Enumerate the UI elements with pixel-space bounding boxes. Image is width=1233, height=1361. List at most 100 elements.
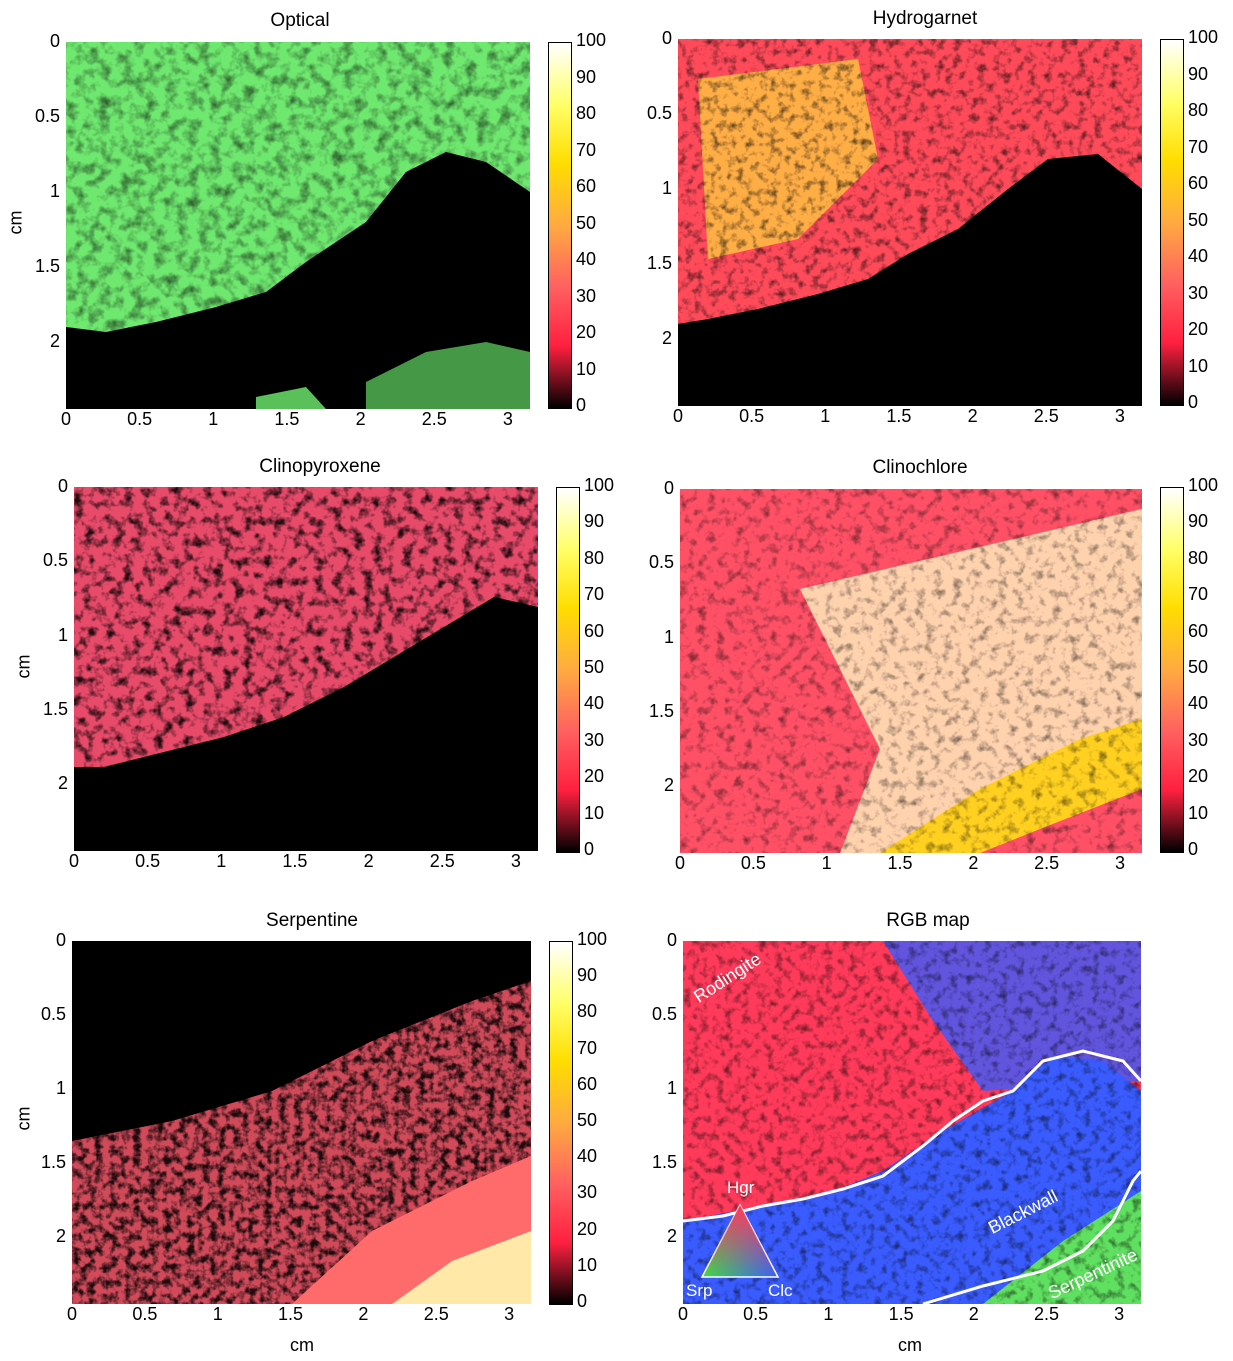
x-tick-label: 0: [677, 1304, 688, 1324]
x-tick-label: 2.5: [1033, 1304, 1059, 1324]
colorbar-tick-label: 50: [576, 212, 597, 233]
colorbar-tick-label: 30: [1188, 729, 1209, 750]
colorbar-tick-label: 20: [584, 766, 605, 787]
x-tick-label: 0: [60, 409, 71, 429]
x-tick-label: 3: [510, 851, 521, 871]
colorbar-tick-label: 70: [577, 1037, 598, 1058]
colorbar-tick-label: 80: [577, 1001, 598, 1022]
x-tick-label: 1: [823, 1304, 834, 1324]
colorbar-tick-label: 60: [1188, 620, 1209, 641]
colorbar: [549, 941, 573, 1305]
y-tick-label: 0.5: [42, 550, 68, 571]
colorbar-tick-label: 20: [1188, 766, 1209, 787]
colorbar-tick-label: 0: [584, 839, 595, 859]
y-tick-label: 0: [661, 28, 672, 48]
colorbar-tick-label: 80: [1188, 100, 1209, 120]
y-tick-label: 2: [55, 1226, 66, 1247]
colorbar: [548, 42, 572, 409]
x-tick-label: 1.5: [888, 1304, 914, 1324]
x-tick-label: 0.5: [132, 1304, 158, 1324]
colorbar-tick-label: 0: [576, 395, 587, 415]
y-tick-label: 0.5: [646, 102, 672, 123]
colorbar: [1160, 39, 1184, 406]
x-tick-label: 1: [821, 853, 832, 873]
colorbar-tick-label: 80: [584, 547, 605, 568]
colorbar-tick-label: 60: [576, 176, 597, 196]
y-tick-label: 2: [661, 327, 672, 348]
x-tick-label: 1.5: [274, 409, 300, 429]
ylabel: cm: [13, 654, 34, 679]
x-tick-label: 2: [968, 853, 979, 873]
colorbar-tick-label: 0: [1188, 839, 1199, 859]
colorbar-tick-label: 30: [1188, 282, 1209, 303]
x-tick-label: 1: [820, 406, 831, 426]
colorbar-tick-label: 0: [1188, 392, 1199, 412]
x-tick-label: 2: [358, 1304, 369, 1324]
x-tick-label: 1: [216, 851, 227, 871]
y-tick-label: 0: [663, 478, 674, 498]
colorbar-tick-label: 70: [576, 139, 597, 160]
colorbar-tick-label: 100: [1188, 475, 1219, 495]
panel-title: Hydrogarnet: [872, 8, 978, 29]
x-tick-label: 0.5: [127, 409, 153, 429]
y-tick-label: 2: [57, 773, 68, 794]
colorbar-tick-label: 30: [576, 285, 597, 306]
colorbar-tick-label: 20: [1188, 319, 1209, 339]
colorbar-tick-label: 0: [577, 1291, 588, 1311]
colorbar-tick-label: 10: [1188, 355, 1209, 376]
colorbar-tick-label: 100: [1188, 27, 1219, 47]
x-tick-label: 0: [66, 1304, 77, 1324]
x-tick-label: 0.5: [135, 851, 161, 871]
colorbar-tick-label: 50: [1188, 657, 1209, 677]
y-tick-label: 1: [57, 624, 68, 645]
x-tick-label: 2.5: [429, 851, 455, 871]
x-tick-label: 2.5: [1034, 853, 1060, 873]
y-tick-label: 1.5: [648, 700, 674, 721]
colorbar: [1160, 487, 1184, 853]
colorbar: [556, 487, 580, 853]
x-tick-label: 1: [208, 409, 219, 429]
x-tick-label: 0.5: [740, 853, 766, 873]
x-tick-label: 3: [502, 409, 513, 429]
clinopyroxene-map: [74, 487, 538, 851]
colorbar-tick-label: 90: [577, 965, 598, 986]
colorbar-tick-label: 100: [577, 929, 608, 949]
x-tick-label: 1.5: [282, 851, 308, 871]
hydrogarnet-map: [678, 39, 1142, 406]
x-tick-label: 0: [68, 851, 79, 871]
colorbar-tick-label: 80: [1188, 547, 1209, 568]
colorbar-tick-label: 70: [1188, 584, 1209, 605]
x-tick-label: 0: [672, 406, 683, 426]
triangle-label-clc: Clc: [768, 1281, 793, 1300]
colorbar-tick-label: 30: [577, 1182, 598, 1203]
colorbar-tick-label: 90: [1188, 63, 1209, 84]
colorbar-tick-label: 60: [1188, 173, 1209, 193]
colorbar-tick-label: 10: [584, 802, 605, 823]
colorbar-tick-label: 50: [577, 1110, 598, 1130]
colorbar-tick-label: 30: [584, 729, 605, 750]
colorbar-tick-label: 70: [584, 584, 605, 605]
y-tick-label: 1.5: [40, 1152, 66, 1173]
colorbar-tick-label: 10: [577, 1254, 598, 1275]
y-tick-label: 1.5: [651, 1152, 677, 1173]
y-tick-label: 1.5: [34, 255, 60, 276]
x-tick-label: 1.5: [278, 1304, 304, 1324]
colorbar-tick-label: 40: [1188, 246, 1209, 266]
colorbar-tick-label: 90: [584, 511, 605, 532]
y-tick-label: 1: [55, 1078, 66, 1099]
y-tick-label: 0.5: [40, 1004, 66, 1025]
ylabel: cm: [13, 1106, 34, 1131]
colorbar-tick-label: 50: [1188, 209, 1209, 230]
panel-title: Clinopyroxene: [259, 456, 381, 477]
panel-title: Serpentine: [266, 910, 358, 931]
y-tick-label: 1: [49, 180, 60, 201]
y-tick-label: 0: [55, 930, 66, 950]
clinochlore-map: [680, 489, 1142, 853]
x-tick-label: 2: [968, 1304, 979, 1324]
x-tick-label: 0: [674, 853, 685, 873]
colorbar-tick-label: 60: [584, 620, 605, 641]
y-tick-label: 2: [49, 330, 60, 351]
x-tick-label: 1.5: [887, 853, 913, 873]
colorbar-tick-label: 40: [584, 693, 605, 714]
triangle-label-hgr: Hgr: [727, 1178, 755, 1197]
